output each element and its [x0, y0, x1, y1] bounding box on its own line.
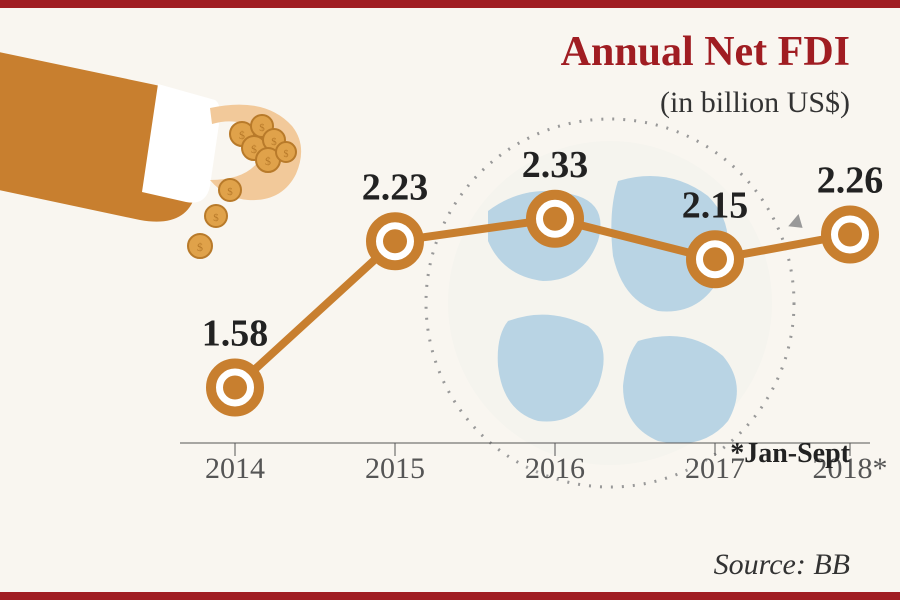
chart-frame: $ $ $ $ $ $ $ $ $ Annual Net FDI (in bil… — [0, 0, 900, 600]
svg-text:2.23: 2.23 — [362, 166, 429, 208]
svg-text:2016: 2016 — [525, 452, 585, 485]
svg-text:2.33: 2.33 — [522, 144, 589, 186]
source-label: Source: BB — [714, 548, 850, 582]
footnote: *Jan-Sept — [730, 438, 850, 470]
svg-text:2014: 2014 — [205, 452, 265, 485]
svg-text:2.26: 2.26 — [817, 160, 884, 202]
svg-text:2015: 2015 — [365, 452, 425, 485]
svg-text:2.15: 2.15 — [682, 184, 749, 226]
svg-text:$: $ — [259, 122, 265, 134]
svg-text:1.58: 1.58 — [202, 313, 269, 355]
chart-subtitle: (in billion US$) — [660, 86, 850, 120]
chart-title: Annual Net FDI — [561, 28, 850, 76]
